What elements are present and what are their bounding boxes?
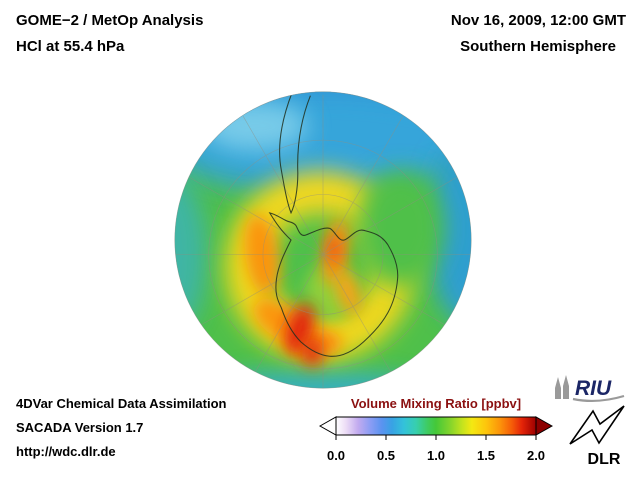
species-level-title: HCl at 55.4 hPa (16, 38, 125, 55)
graticule (174, 94, 472, 389)
colorbar-title: Volume Mixing Ratio [ppbv] (350, 396, 522, 411)
version-label: SACADA Version 1.7 (16, 420, 144, 435)
dlr-star-icon (569, 405, 625, 445)
cathedral-icon (555, 375, 569, 399)
dlr-logo-svg: DLR (569, 405, 625, 468)
tick-label-3: 1.5 (476, 448, 496, 463)
colorbar-tick-labels: 0.0 0.5 1.0 1.5 2.0 (318, 448, 554, 464)
hemisphere-map (168, 85, 478, 395)
colorbar-right-arrow (535, 416, 554, 436)
dlr-text: DLR (588, 451, 621, 468)
colorbar-scale (318, 416, 554, 440)
tick-label-1: 0.5 (376, 448, 396, 463)
riu-swoosh (572, 394, 625, 403)
globe-rim (174, 91, 472, 389)
instrument-title: GOME−2 / MetOp Analysis (16, 12, 204, 29)
url-label: http://wdc.dlr.de (16, 444, 116, 459)
assimilation-label: 4DVar Chemical Data Assimilation (16, 396, 227, 411)
riu-text: RIU (575, 377, 612, 400)
colorbar-left-arrow (318, 416, 337, 436)
footer-left: 4DVar Chemical Data Assimilation SACADA … (16, 396, 227, 468)
tick-label-0: 0.0 (326, 448, 346, 463)
colorbar: Volume Mixing Ratio [ppbv] (318, 396, 554, 464)
globe-svg (174, 91, 472, 389)
tick-label-2: 1.0 (426, 448, 446, 463)
header-left: GOME−2 / MetOp Analysis HCl at 55.4 hPa (16, 12, 203, 55)
coastlines (268, 92, 399, 357)
riu-logo-svg: RIU (555, 375, 625, 403)
datetime-label: Nov 16, 2009, 12:00 GMT (450, 12, 626, 29)
header-right: Nov 16, 2009, 12:00 GMT Southern Hemisph… (451, 12, 626, 55)
colorbar-ticks (335, 435, 537, 440)
mixing-ratio-field (174, 91, 472, 389)
colorbar-gradient (335, 416, 537, 436)
hotspot-maxima (285, 235, 340, 367)
antarctica-coastline (268, 212, 399, 357)
hemisphere-label: Southern Hemisphere (460, 38, 616, 55)
riu-logo: RIU (552, 372, 630, 409)
south-america-coastline (279, 92, 311, 215)
dlr-logo: DLR (566, 402, 628, 473)
tick-label-4: 2.0 (526, 448, 546, 463)
